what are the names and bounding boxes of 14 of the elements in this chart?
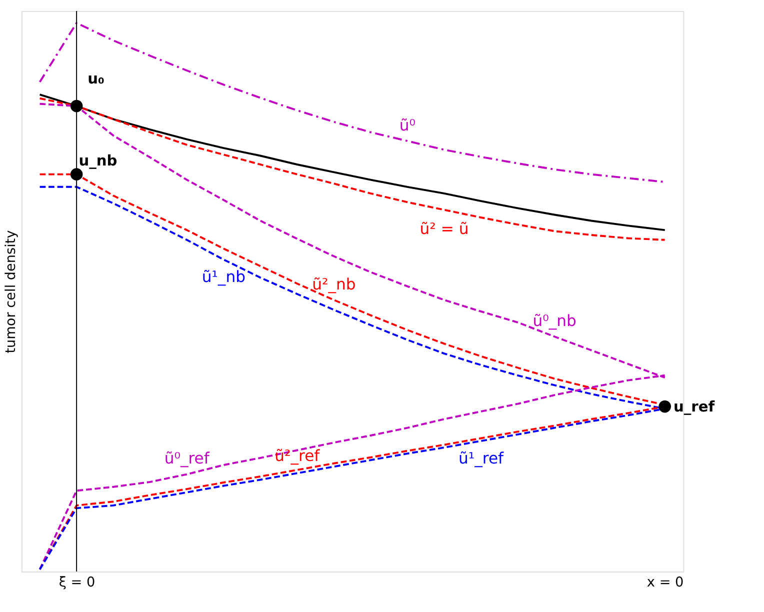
series-label: ũ¹_ref [458,449,504,468]
annotation: u_nb [78,152,118,170]
series-label: ũ²_nb [312,275,356,294]
x-tick-label: x = 0 [646,574,684,591]
series-label: ũ⁰_nb [532,312,576,330]
x-tick-label: ξ = 0 [58,574,96,591]
annotation: u_ref [673,398,716,416]
series-label: ũ² = ũ [420,220,469,238]
annotation: u₀ [88,70,104,88]
series-label: ũ¹_nb [202,268,246,286]
series-label: ũ⁰_ref [164,450,210,468]
series-label: ũ⁰ [399,116,416,134]
series-label: ũ²_ref [274,447,320,466]
y-axis-title: tumor cell density [3,230,20,354]
